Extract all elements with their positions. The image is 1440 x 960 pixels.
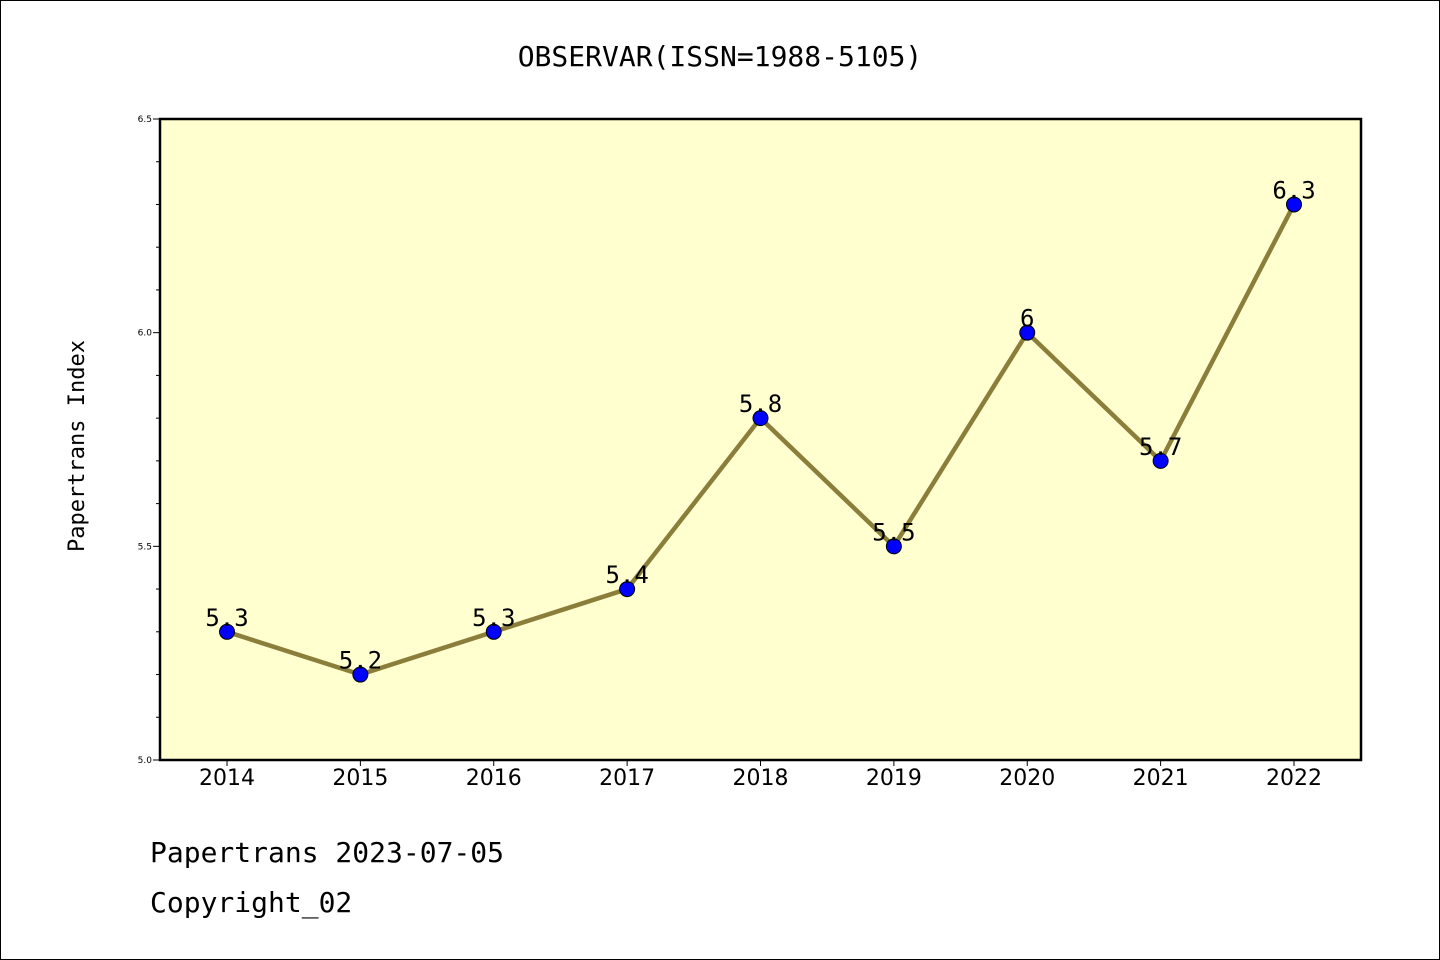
x-tick-label: 2014	[199, 766, 255, 791]
data-label: 6	[1020, 305, 1034, 333]
x-tick-label: 2016	[466, 766, 522, 791]
data-point	[219, 623, 235, 640]
data-label: 5.4	[605, 561, 648, 589]
footer-copyright: Copyright_02	[150, 886, 353, 919]
y-tick-label: 5.0	[138, 756, 153, 766]
x-tick-label: 2020	[999, 766, 1055, 791]
x-tick-label: 2021	[1133, 766, 1189, 791]
data-point	[1152, 452, 1169, 469]
data-point	[1286, 196, 1302, 213]
x-tick-label: 2015	[332, 766, 388, 791]
data-point	[885, 538, 902, 555]
data-label: 5.7	[1139, 433, 1182, 461]
data-point	[619, 581, 636, 598]
y-tick-label: 5.5	[138, 542, 152, 552]
data-labels: 5.3 5.2 5.3 5.4 5.8 5.5 6 5.7 6.3	[205, 176, 1315, 674]
x-tick-label: 2022	[1266, 766, 1322, 791]
data-label: 5.3	[205, 604, 248, 632]
data-label: 6.3	[1272, 176, 1315, 204]
data-label: 5.2	[339, 647, 382, 675]
data-point	[1019, 324, 1036, 341]
x-ticks: 2014 2015 2016 2017 2018 2019 2020 2021 2022	[199, 760, 1322, 791]
x-tick-label: 2017	[599, 766, 655, 791]
x-tick-label: 2019	[866, 766, 922, 791]
chart-title: OBSERVAR(ISSN=1988-5105)	[518, 40, 923, 73]
data-point	[485, 623, 502, 640]
data-label: 5.5	[872, 518, 915, 546]
y-tick-label: 6.0	[138, 329, 153, 339]
data-label: 5.3	[472, 604, 515, 632]
data-point	[352, 666, 369, 683]
plot-area	[158, 117, 1363, 762]
y-axis-label: Papertrans Index	[65, 340, 90, 552]
series-group	[219, 196, 1302, 683]
data-point	[752, 410, 769, 427]
data-label: 5.8	[739, 390, 782, 418]
y-ticks: 5.0 5.5 6.0 6.5	[138, 115, 160, 766]
footer-date: Papertrans 2023-07-05	[150, 836, 505, 869]
y-tick-label: 6.5	[138, 115, 152, 125]
x-tick-label: 2018	[733, 766, 789, 791]
